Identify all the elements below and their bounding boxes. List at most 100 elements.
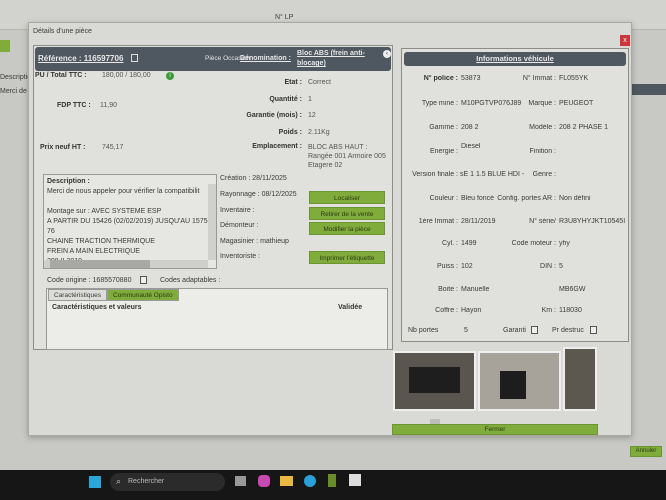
- pu-value: 180,00 / 180,00: [102, 72, 151, 79]
- info-icon[interactable]: i: [166, 72, 174, 80]
- etat-value: Correct: [308, 79, 331, 86]
- windows-start-icon[interactable]: [89, 476, 101, 488]
- copilot-icon[interactable]: [258, 475, 270, 487]
- emplacement-value: BLOC ABS HAUT : Rangée 001 Armoire 005 E…: [308, 144, 386, 169]
- vehicle-field-value: Diesel: [461, 143, 481, 150]
- vehicle-field-label: N° série/: [529, 218, 556, 225]
- vehicle-field-value: 208 2 PHASE 1: [559, 124, 609, 131]
- description-line: Montage sur : AVEC SYSTEME ESP: [47, 208, 162, 215]
- edge-icon[interactable]: [304, 475, 316, 487]
- piece-photo[interactable]: [393, 351, 476, 411]
- vehicle-field-label: Coffre :: [435, 307, 458, 314]
- vehicle-field-value: yhy: [559, 240, 570, 247]
- vehicle-field-value: 1499: [461, 240, 477, 247]
- app-icon[interactable]: [349, 474, 361, 486]
- tab-communaute-opisto[interactable]: Communauté Opisto: [106, 289, 179, 301]
- fermer-button[interactable]: Fermer: [392, 424, 598, 435]
- vehicle-header: Informations véhicule: [404, 52, 626, 66]
- description-label: Description :: [47, 178, 90, 185]
- vehicle-field-label: Gamme :: [429, 124, 458, 131]
- magasinier-label: Magasinier : mathieup: [220, 238, 289, 245]
- photos-scrollbar[interactable]: [430, 419, 440, 424]
- description-line: 76: [47, 228, 55, 235]
- close-button[interactable]: x: [620, 35, 630, 46]
- vehicle-field-label: Config. portes AR :: [497, 195, 556, 202]
- background-desc-text: Merci de r: [0, 88, 32, 95]
- tab-caracteristiques[interactable]: Caractéristiques: [48, 289, 107, 301]
- retirer-vente-button[interactable]: Retirer de la vente: [309, 207, 385, 220]
- copy-code-icon[interactable]: [140, 276, 147, 284]
- pr-destruc-label: Pr destruc: [552, 327, 584, 334]
- description-line: FREIN A MAIN ELECTRIQUE: [47, 248, 140, 255]
- cancel-button[interactable]: Annuler: [630, 446, 662, 457]
- creation-date: Création : 28/11/2025: [220, 175, 287, 182]
- vehicle-field-label: Code moteur :: [511, 240, 556, 247]
- vehicle-field-value: FL055YK: [559, 75, 589, 82]
- localiser-button[interactable]: Localiser: [309, 191, 385, 204]
- vehicle-field-label: Energie :: [429, 148, 458, 155]
- background-green-button[interactable]: [0, 40, 10, 52]
- background-desc-label: Descriptio: [0, 74, 32, 81]
- tab-bar: Caractéristiques Communauté Opisto: [48, 289, 179, 301]
- reference-link[interactable]: Référence : 116597706: [38, 54, 124, 63]
- piece-photo[interactable]: [563, 347, 597, 411]
- vehicle-field-label: Genre :: [532, 171, 556, 178]
- code-origine: Code origine : 1685570880: [47, 277, 132, 284]
- description-line: CHAINE TRACTION THERMIQUE: [47, 238, 155, 245]
- vehicle-field-value: 28/11/2019: [461, 218, 496, 225]
- denomination-value[interactable]: Bloc ABS (frein anti-blocage): [297, 50, 365, 67]
- description-vertical-scrollbar[interactable]: [208, 184, 216, 260]
- garantie-value: 12: [308, 112, 316, 119]
- chevron-left-icon[interactable]: ‹: [383, 50, 391, 58]
- vehicle-field-value: Bleu foncé: [461, 195, 495, 202]
- piece-header: Référence : 116597706 Pièce Occasion Dén…: [35, 47, 391, 71]
- vehicle-field-label: Cyl. :: [442, 240, 458, 247]
- vehicle-field-label: Puiss :: [436, 263, 458, 270]
- piece-photo[interactable]: [478, 351, 561, 411]
- description-line: Merci de nous appeler pour vérifier la c…: [47, 188, 200, 195]
- demonteur-label: Démonteur :: [220, 222, 259, 229]
- garanti-label: Garanti: [503, 327, 526, 334]
- prix-neuf-value: 745,17: [102, 144, 124, 151]
- prix-neuf-label: Prix neuf HT :: [40, 144, 86, 151]
- taskbar: ⌕ Rechercher: [0, 470, 666, 500]
- vehicle-field-label: Couleur :: [429, 195, 458, 202]
- search-box[interactable]: ⌕ Rechercher: [110, 473, 225, 491]
- quantite-label: Quantité :: [269, 96, 302, 103]
- dialog-title: Détails d'une pièce: [33, 28, 92, 35]
- quantite-value: 1: [308, 96, 312, 103]
- file-explorer-icon[interactable]: [280, 476, 293, 486]
- lp-label: N° LP: [275, 14, 294, 21]
- description-horizontal-scrollbar[interactable]: [44, 260, 208, 268]
- copy-icon[interactable]: [131, 54, 138, 62]
- vehicle-title: Informations véhicule: [476, 54, 554, 63]
- modifier-piece-button[interactable]: Modifier la pièce: [309, 222, 385, 235]
- table-header-caracteristiques: Caractéristiques et valeurs: [52, 304, 142, 311]
- vehicle-field-value: PEUGEOT: [559, 100, 594, 107]
- inventoriste-label: Inventoriste :: [220, 253, 261, 260]
- search-placeholder: Rechercher: [128, 478, 165, 485]
- poids-value: 2.11Kg: [308, 129, 330, 136]
- search-icon: ⌕: [116, 476, 122, 486]
- vehicle-field-value: MB6GW: [559, 286, 586, 293]
- vehicle-field-value: sE 1 1.5 BLUE HDI -: [460, 171, 525, 178]
- imprimer-etiquette-button[interactable]: Imprimer l'étiquette: [309, 251, 385, 264]
- nb-portes-label: Nb portes: [408, 327, 439, 334]
- task-view-icon[interactable]: [235, 476, 246, 486]
- vehicle-field-value: Manuelle: [461, 286, 490, 293]
- vehicle-field-value: Hayon: [461, 307, 482, 314]
- codes-adaptables: Codes adaptables :: [160, 277, 221, 284]
- pr-destruc-checkbox[interactable]: [590, 326, 597, 334]
- nb-portes-value: 5: [464, 327, 468, 334]
- vehicle-field-label: Marque :: [528, 100, 556, 107]
- vehicle-field-value: M10PGTVP076J896: [461, 100, 521, 107]
- etat-label: Etat :: [284, 79, 303, 86]
- garantie-label: Garantie (mois) :: [246, 112, 302, 119]
- background-header-bar: [632, 84, 666, 95]
- garanti-checkbox[interactable]: [531, 326, 538, 334]
- vehicle-field-label: N° Immat :: [522, 75, 556, 82]
- poids-label: Poids :: [278, 129, 302, 136]
- description-box[interactable]: Description : Merci de nous appeler pour…: [43, 174, 217, 269]
- description-line: A PARTIR DU 15426 (02/02/2019) JUSQU'AU …: [47, 218, 208, 225]
- app-icon[interactable]: [328, 474, 336, 487]
